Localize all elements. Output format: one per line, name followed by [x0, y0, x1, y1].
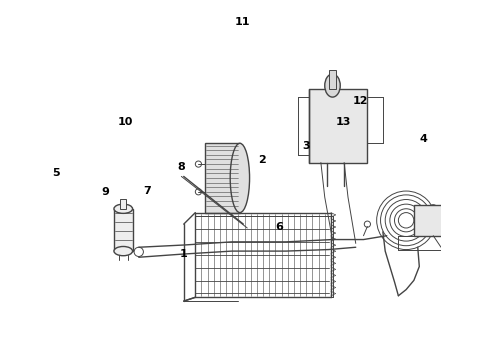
Text: 7: 7 — [143, 186, 151, 196]
Text: 12: 12 — [352, 96, 368, 106]
Text: 9: 9 — [101, 186, 109, 197]
Bar — [488, 189, 490, 213]
Ellipse shape — [230, 143, 249, 213]
Bar — [114, 209, 133, 251]
Bar — [309, 89, 368, 163]
Bar — [205, 143, 240, 213]
Text: 2: 2 — [258, 155, 266, 165]
Text: 1: 1 — [180, 249, 188, 259]
Ellipse shape — [325, 74, 340, 97]
Bar — [120, 199, 126, 209]
Ellipse shape — [445, 205, 461, 236]
Text: 5: 5 — [52, 168, 60, 178]
Text: 4: 4 — [420, 134, 428, 144]
Text: 13: 13 — [335, 117, 351, 127]
Text: 10: 10 — [117, 117, 133, 127]
Bar — [329, 70, 336, 89]
Text: 6: 6 — [275, 222, 283, 232]
Bar — [414, 205, 453, 236]
Text: 8: 8 — [177, 162, 185, 172]
Ellipse shape — [114, 204, 133, 213]
Text: 3: 3 — [302, 141, 310, 151]
Text: 11: 11 — [235, 17, 250, 27]
Ellipse shape — [425, 205, 441, 236]
Ellipse shape — [114, 247, 133, 256]
